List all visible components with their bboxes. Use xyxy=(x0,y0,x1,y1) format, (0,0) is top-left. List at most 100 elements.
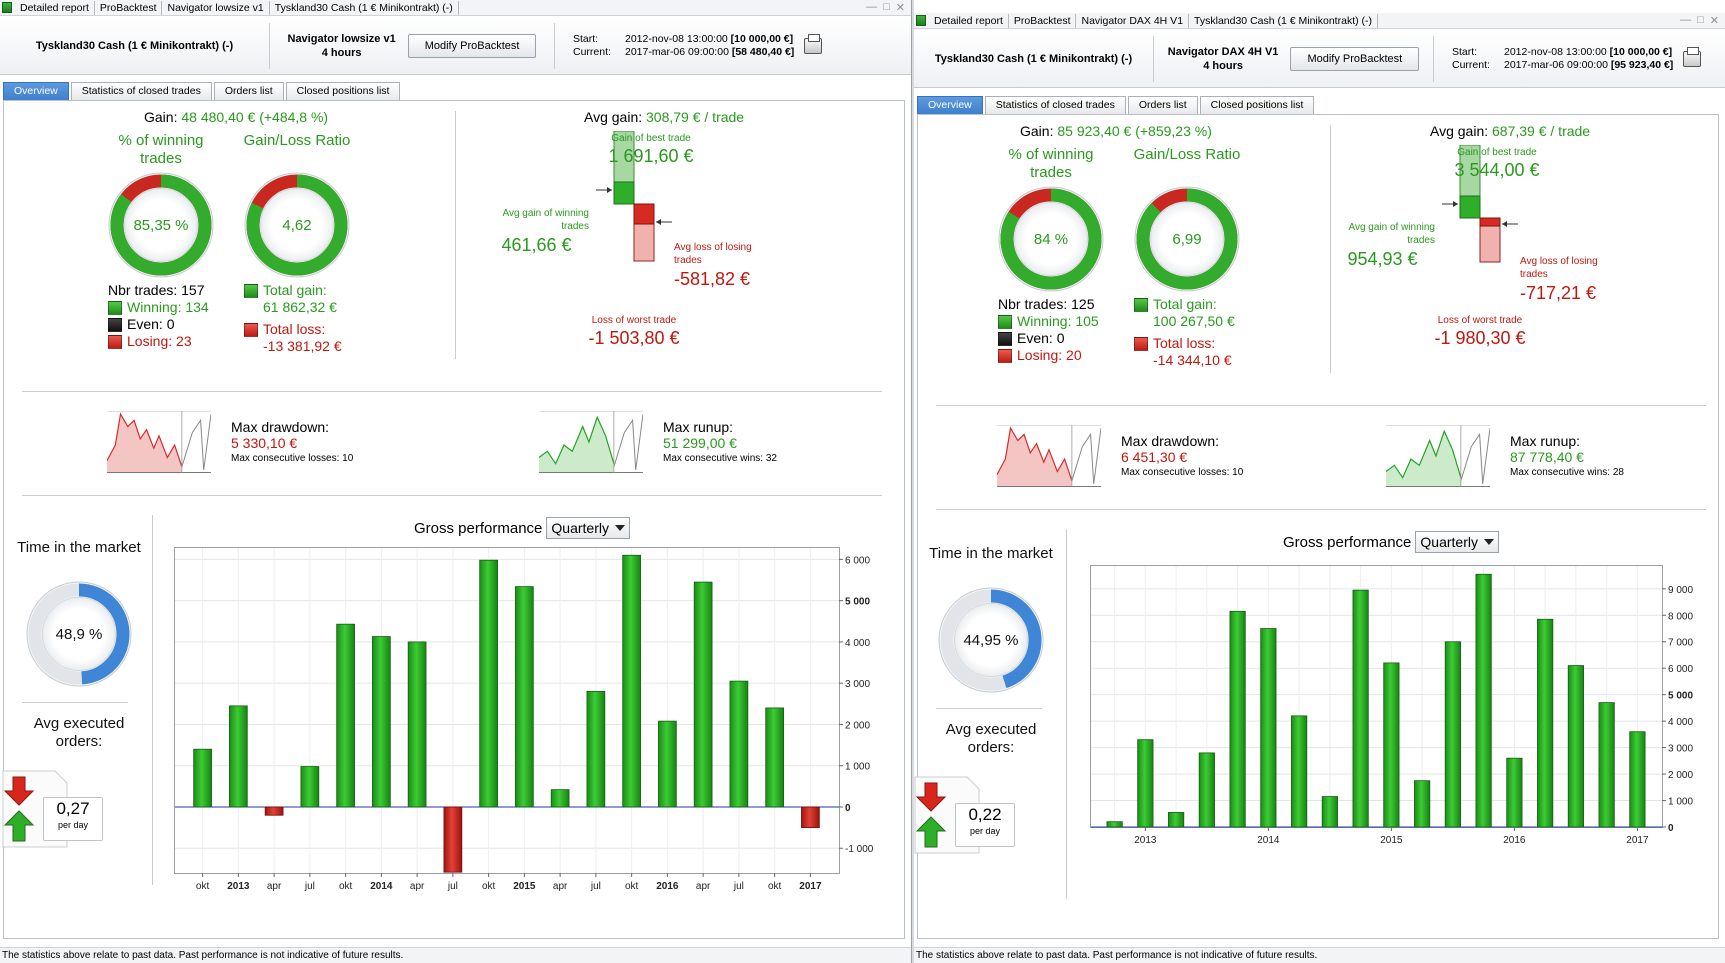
panel-splitter[interactable] xyxy=(912,0,914,963)
report-header: Tyskland30 Cash (1 € Minikontrakt) (-) Na… xyxy=(914,30,1725,88)
avg-loss-bar xyxy=(1479,217,1501,227)
tab-orders-list[interactable]: Orders list xyxy=(213,82,284,100)
x-tick-label: okt xyxy=(625,881,639,892)
y-tick-label: 1 000 xyxy=(845,762,870,773)
bar-okt xyxy=(193,748,212,808)
strategy-timeframe: 4 hours xyxy=(1203,59,1243,72)
bar-2013Q3 xyxy=(1198,752,1215,828)
totals: Total gain: 61 862,32 € Total loss: -13 381… xyxy=(244,282,342,355)
best-trade-label: Gain of best trade xyxy=(611,133,691,144)
start-label: Start: xyxy=(1452,46,1478,58)
up-arrow-icon xyxy=(3,810,35,842)
bar-apr xyxy=(264,806,284,816)
gain-value: 85 923,40 € (+859,23 %) xyxy=(1057,123,1212,139)
period-select[interactable]: Quarterly xyxy=(546,517,630,539)
y-tick-label: -1 000 xyxy=(845,844,874,855)
chevron-down-icon[interactable] xyxy=(614,525,625,531)
y-tick-label: 6 000 xyxy=(1668,664,1693,675)
bar-2015Q4 xyxy=(1475,573,1492,828)
even-count: Even: 0 xyxy=(1017,330,1065,346)
minimize-icon[interactable]: — xyxy=(1680,14,1692,26)
tab-overview[interactable]: Overview xyxy=(917,96,983,114)
max-runup-block: Max runup: 51 299,00 € Max consecutive win… xyxy=(663,419,777,467)
titlebar-segment: Detailed report xyxy=(15,0,95,15)
x-tick-label: okt xyxy=(482,881,496,892)
start-label: Start: xyxy=(573,33,599,45)
maximize-icon[interactable]: □ xyxy=(1697,14,1704,26)
tab-orders-list[interactable]: Orders list xyxy=(1127,96,1198,114)
up-arrow-icon xyxy=(915,816,947,848)
x-tick-label: okt xyxy=(768,881,782,892)
nbr-trades: Nbr trades: 157 xyxy=(108,282,205,298)
x-tick-label: 2017 xyxy=(799,881,822,892)
start-capital: [10 000,00 €] xyxy=(730,33,794,45)
bar-2016Q4 xyxy=(1598,702,1615,828)
tab-statistics-of-closed-trades[interactable]: Statistics of closed trades xyxy=(70,82,212,100)
down-arrow-icon xyxy=(3,776,35,806)
bar-apr xyxy=(693,581,713,808)
modify-probacktest-button[interactable]: Modify ProBacktest xyxy=(407,33,537,58)
gross-performance-chart: 0 1 000 2 000 3 000 4 000 5 000 6 000 7 000 8 00… xyxy=(1090,565,1693,846)
runup-mini-chart xyxy=(1386,425,1490,487)
worst-trade-label: Loss of worst trade xyxy=(1437,315,1523,326)
y-tick-label: 3 000 xyxy=(845,679,870,690)
section-divider xyxy=(22,391,882,392)
x-tick-label: apr xyxy=(410,881,425,892)
worst-trade-value: -1 980,30 € xyxy=(1434,328,1526,348)
avg-orders-value: 0,22 xyxy=(968,805,1002,824)
runup-mini-chart xyxy=(539,411,643,473)
tab-closed-positions-list[interactable]: Closed positions list xyxy=(285,82,401,100)
total-loss-label: Total loss: xyxy=(1153,335,1216,351)
report-header: Tyskland30 Cash (1 € Minikontrakt) (-) Na… xyxy=(0,17,911,75)
section-divider xyxy=(936,509,1706,510)
titlebar-segment: Tyskland30 Cash (1 € Minikontrakt) (-) xyxy=(270,0,459,15)
trade-counts: Nbr trades: 157 Winning: 134 Even: 0 Losing… xyxy=(108,282,209,350)
bar-2013 xyxy=(229,705,248,808)
y-tick-label: 0 xyxy=(1668,823,1674,834)
bar-2014Q1 xyxy=(1260,628,1277,828)
window-titlebar[interactable]: Detailed report ProBacktest Navigator lows… xyxy=(0,0,911,16)
bar-okt xyxy=(336,623,355,808)
gain-loss-bars xyxy=(596,131,672,262)
bar-jul xyxy=(729,680,749,808)
window-titlebar[interactable]: Detailed report ProBacktest Navigator DAX … xyxy=(914,13,1725,29)
x-tick-label: okt xyxy=(339,881,353,892)
maximize-icon[interactable]: □ xyxy=(883,1,890,13)
drawdown-mini-chart xyxy=(997,425,1101,487)
bar-2014Q2 xyxy=(1291,715,1308,828)
x-tick-label: okt xyxy=(196,881,210,892)
max-runup-label: Max runup: xyxy=(1510,433,1581,449)
losing-legend-icon xyxy=(108,334,122,349)
period-select[interactable]: Quarterly xyxy=(1415,531,1499,553)
y-tick-label: 6 000 xyxy=(845,555,870,566)
bar-okt xyxy=(765,707,784,808)
even-legend-icon xyxy=(998,331,1012,346)
total-loss-value: -13 381,92 € xyxy=(263,338,342,354)
window-controls: — □ ✕ xyxy=(1680,14,1725,27)
bar-2016Q3 xyxy=(1567,665,1584,828)
gain-loss-bars xyxy=(1442,145,1518,263)
max-consecutive-wins: Max consecutive wins: 32 xyxy=(663,453,777,464)
time-in-market-ring-arc xyxy=(940,589,1042,691)
backtest-dates: Start: 2012-nov-08 13:00:00 [10 000,00 €]… xyxy=(1434,46,1673,71)
max-runup-block: Max runup: 87 778,40 € Max consecutive win… xyxy=(1510,433,1624,481)
gain-value: 48 480,40 € (+484,8 %) xyxy=(181,109,329,125)
avg-executed-orders-title: Avg executed orders: xyxy=(33,715,125,750)
close-icon[interactable]: ✕ xyxy=(1709,15,1719,27)
print-icon[interactable] xyxy=(1683,46,1702,67)
close-icon[interactable]: ✕ xyxy=(895,2,905,14)
winning-trades-title: % of winning trades xyxy=(118,132,204,167)
x-tick-label: jul xyxy=(304,881,315,892)
chevron-down-icon[interactable] xyxy=(1483,539,1494,545)
print-icon[interactable] xyxy=(804,33,823,54)
tab-statistics-of-closed-trades[interactable]: Statistics of closed trades xyxy=(984,96,1126,114)
tab-closed-positions-list[interactable]: Closed positions list xyxy=(1199,96,1315,114)
tab-overview[interactable]: Overview xyxy=(3,82,69,100)
avg-orders-widget: 0,27 per day xyxy=(1,769,107,849)
minimize-icon[interactable]: — xyxy=(866,1,878,13)
total-gain-icon xyxy=(1134,297,1148,312)
totals: Total gain: 100 267,50 € Total loss: -14 34… xyxy=(1134,296,1235,369)
section-divider xyxy=(936,405,1706,406)
modify-probacktest-button[interactable]: Modify ProBacktest xyxy=(1290,46,1420,71)
x-tick-label: apr xyxy=(267,881,282,892)
